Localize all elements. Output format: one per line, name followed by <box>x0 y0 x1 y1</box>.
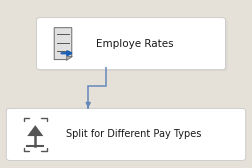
FancyBboxPatch shape <box>39 19 228 71</box>
Polygon shape <box>54 28 72 60</box>
Polygon shape <box>27 125 43 136</box>
FancyBboxPatch shape <box>37 18 226 70</box>
Text: Employe Rates: Employe Rates <box>96 39 173 49</box>
Text: Split for Different Pay Types: Split for Different Pay Types <box>66 129 201 139</box>
FancyBboxPatch shape <box>6 108 246 160</box>
Polygon shape <box>66 56 72 60</box>
